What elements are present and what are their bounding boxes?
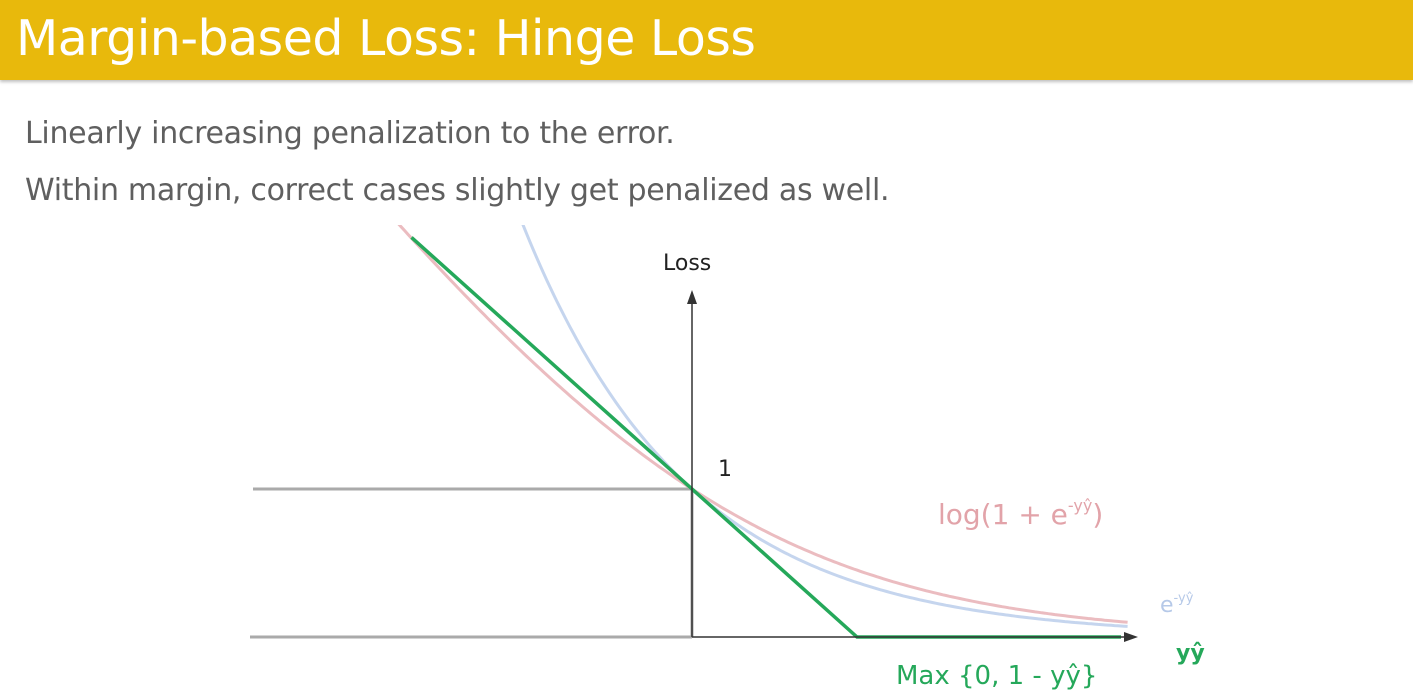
y-axis-arrowhead [687,290,697,304]
logistic-loss-curve [397,225,1128,624]
exponential-loss-label: e-yŷ [1160,591,1194,618]
logistic-loss-label-main: log(1 + e [938,498,1068,531]
hinge-loss-line [410,236,1121,639]
title-bar: Margin-based Loss: Hinge Loss [0,0,1413,80]
x-axis-label: yŷ [1176,641,1205,666]
bullet-text-1: Linearly increasing penalization to the … [25,116,675,151]
x-axis-arrowhead [1124,632,1138,642]
y-tick-label-one: 1 [718,457,732,482]
logistic-loss-label-suffix: ) [1092,498,1103,531]
logistic-loss-label: log(1 + e-yŷ) [938,496,1103,531]
bullet-text-2: Within margin, correct cases slightly ge… [25,173,890,208]
exponential-loss-curve [521,225,1128,628]
exponential-loss-label-exp: -yŷ [1174,591,1194,606]
exponential-loss-label-main: e [1160,593,1174,618]
hinge-loss-label: Max {0, 1 - yŷ} [896,661,1097,691]
y-axis-label: Loss [663,251,711,276]
slide-title: Margin-based Loss: Hinge Loss [16,10,756,67]
logistic-loss-label-exp: -yŷ [1068,496,1092,515]
